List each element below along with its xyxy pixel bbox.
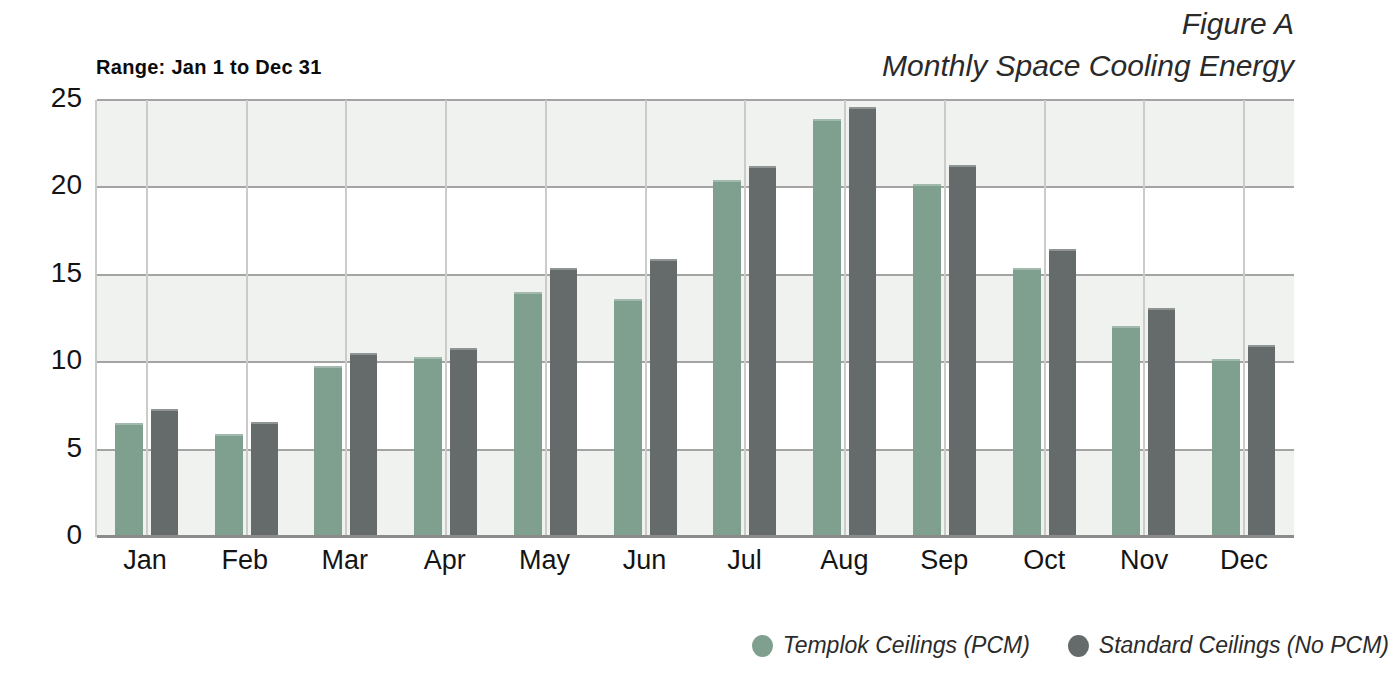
y-axis-labels: 25 20 15 10 5 0 <box>0 0 82 680</box>
x-tick-label-jan: Jan <box>123 545 167 576</box>
legend: Templok Ceilings (PCM) Standard Ceilings … <box>752 632 1389 659</box>
bar-standard-feb <box>251 422 278 537</box>
bar-standard-jun <box>650 259 677 537</box>
bar-standard-oct <box>1049 249 1076 537</box>
x-tick-label-sep: Sep <box>920 545 968 576</box>
bar-group-may <box>496 100 596 537</box>
x-axis-baseline <box>97 535 1294 538</box>
bar-templok-jun <box>614 299 642 537</box>
bar-standard-jul <box>749 166 776 537</box>
bar-templok-nov <box>1112 326 1140 538</box>
x-tick-label-oct: Oct <box>1023 545 1065 576</box>
y-tick-label-20: 20 <box>51 170 82 202</box>
x-tick-label-nov: Nov <box>1120 545 1168 576</box>
bar-group-oct <box>995 100 1095 537</box>
range-label: Range: Jan 1 to Dec 31 <box>96 56 322 79</box>
bar-group-sep <box>895 100 995 537</box>
figure-a-monthly-cooling-chart: Range: Jan 1 to Dec 31 Figure A Monthly … <box>0 0 1394 680</box>
x-tick-label-may: May <box>519 545 570 576</box>
bar-group-jan <box>97 100 197 537</box>
y-tick-label-10: 10 <box>51 345 82 377</box>
bar-templok-mar <box>314 366 342 537</box>
figure-title: Monthly Space Cooling Energy <box>882 44 1294 88</box>
bar-group-jul <box>696 100 796 537</box>
bar-templok-dec <box>1212 359 1240 537</box>
bar-templok-oct <box>1013 268 1041 537</box>
legend-label: Standard Ceilings (No PCM) <box>1099 632 1389 659</box>
figure-titles: Figure A Monthly Space Cooling Energy <box>882 4 1294 88</box>
y-tick-label-15: 15 <box>51 257 82 289</box>
figure-label: Figure A <box>882 4 1294 44</box>
bar-group-apr <box>396 100 496 537</box>
bar-templok-sep <box>913 184 941 537</box>
bar-standard-sep <box>949 165 976 537</box>
legend-marker-icon <box>752 635 773 657</box>
x-axis-labels: Jan Feb Mar Apr May Jun Jul Aug Sep Oct Nov Dec <box>95 545 1294 581</box>
x-tick-label-dec: Dec <box>1220 545 1268 576</box>
bar-standard-apr <box>450 348 477 537</box>
bar-templok-jul <box>713 180 741 537</box>
bar-standard-dec <box>1248 345 1275 537</box>
bar-standard-jan <box>151 409 178 537</box>
bar-group-aug <box>795 100 895 537</box>
bar-group-nov <box>1095 100 1195 537</box>
bar-group-dec <box>1194 100 1294 537</box>
bar-templok-may <box>514 292 542 537</box>
bar-templok-jan <box>115 423 143 537</box>
x-tick-label-mar: Mar <box>322 545 369 576</box>
legend-item-standard: Standard Ceilings (No PCM) <box>1068 632 1389 659</box>
y-tick-label-5: 5 <box>66 432 82 464</box>
x-tick-label-aug: Aug <box>820 545 868 576</box>
x-tick-label-apr: Apr <box>424 545 466 576</box>
legend-marker-icon <box>1068 635 1089 657</box>
x-tick-label-jun: Jun <box>623 545 667 576</box>
bar-standard-aug <box>849 107 876 537</box>
bar-standard-mar <box>350 353 377 537</box>
bar-templok-aug <box>813 119 841 537</box>
y-tick-label-25: 25 <box>51 82 82 114</box>
bar-group-jun <box>596 100 696 537</box>
bar-group-mar <box>297 100 397 537</box>
plot-area <box>95 100 1294 537</box>
bar-templok-apr <box>414 357 442 537</box>
x-tick-label-feb: Feb <box>222 545 269 576</box>
bar-standard-nov <box>1148 308 1175 537</box>
bar-group-feb <box>197 100 297 537</box>
legend-item-templok: Templok Ceilings (PCM) <box>752 632 1030 659</box>
x-tick-label-jul: Jul <box>727 545 762 576</box>
legend-label: Templok Ceilings (PCM) <box>783 632 1030 659</box>
bar-standard-may <box>550 268 577 537</box>
y-tick-label-0: 0 <box>66 519 82 551</box>
bar-templok-feb <box>215 434 243 537</box>
